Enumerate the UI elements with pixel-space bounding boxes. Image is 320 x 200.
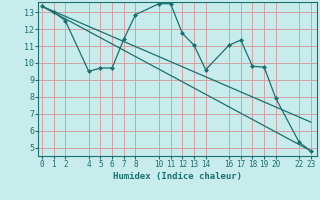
X-axis label: Humidex (Indice chaleur): Humidex (Indice chaleur) — [113, 172, 242, 181]
